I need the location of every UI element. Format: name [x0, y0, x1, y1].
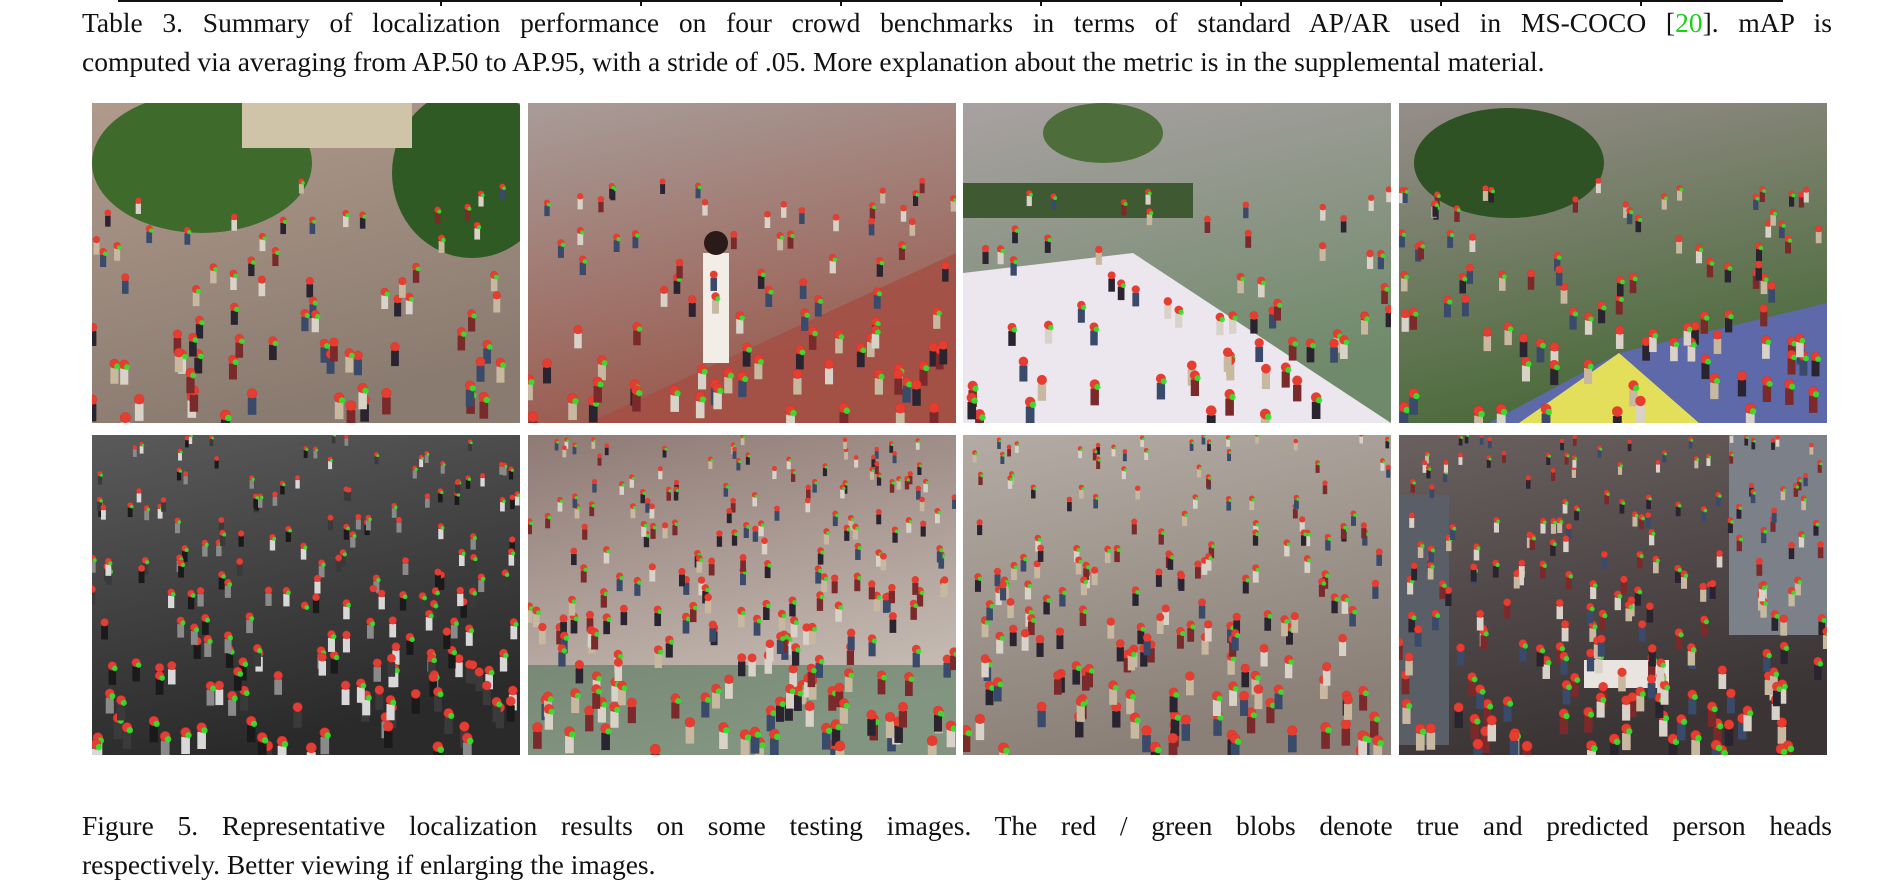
table-column-tick: [1240, 0, 1242, 6]
result-image-street-crowd-cars: [1398, 435, 1827, 755]
table-column-tick: [1440, 0, 1442, 6]
figure-caption-line-1: Figure 5. Representative localization re…: [82, 810, 1832, 841]
result-image-square-umbrella: [1398, 103, 1827, 423]
table-column-tick: [1040, 0, 1042, 6]
citation-link[interactable]: 20: [1675, 7, 1703, 38]
table-column-tick: [840, 0, 842, 6]
table-column-tick: [640, 0, 642, 6]
result-image-historic-crowd-bw: [92, 435, 520, 755]
table-caption-line-2: computed via averaging from AP.50 to AP.…: [82, 46, 1545, 77]
figure-caption: Figure 5. Representative localization re…: [82, 806, 1832, 884]
table-column-tick: [440, 0, 442, 6]
table-caption-text: ]. mAP is: [1702, 7, 1832, 38]
result-image-stadium-crowd: [527, 435, 956, 755]
table-bottom-rule: [118, 0, 1783, 2]
result-image-aerial-crowd: [963, 435, 1391, 755]
result-image-courtyard-white-roof: [963, 103, 1391, 423]
result-image-plaza-trees-sparse: [92, 103, 520, 423]
table-column-tick: [1640, 0, 1642, 6]
table-caption-line-1: Table 3. Summary of localization perform…: [82, 3, 1832, 42]
result-image-tiled-square-woman: [527, 103, 956, 423]
table-caption-text: Table 3. Summary of localization perform…: [82, 7, 1676, 38]
table-caption: Table 3. Summary of localization perform…: [82, 3, 1832, 81]
figure-caption-line-2: respectively. Better viewing if enlargin…: [82, 849, 656, 880]
figure-image-grid: [92, 103, 1827, 756]
